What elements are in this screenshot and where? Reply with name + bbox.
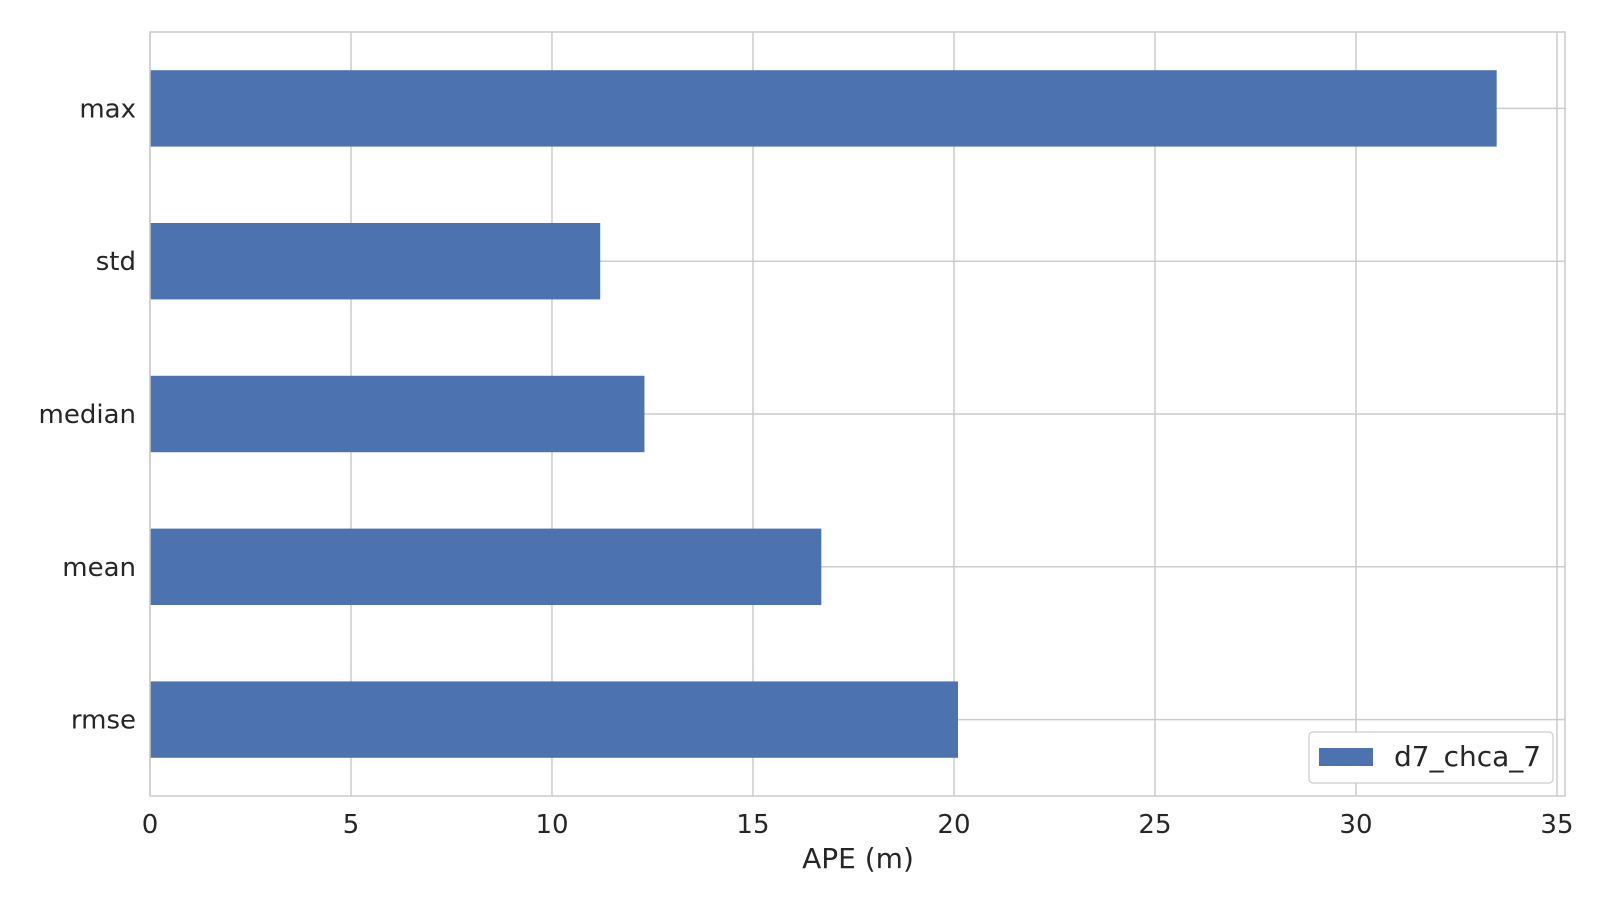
x-tick-label: 10 (535, 810, 568, 840)
x-tick-label: 5 (343, 810, 360, 840)
y-tick-labels: max std median mean rmse (39, 94, 136, 735)
x-tick-label: 0 (142, 810, 159, 840)
y-tick-label: median (39, 400, 136, 430)
x-axis-label: APE (m) (802, 842, 914, 875)
legend-swatch (1319, 748, 1373, 766)
x-tick-label: 35 (1540, 810, 1573, 840)
bar-rmse (150, 681, 958, 758)
y-tick-label: mean (62, 553, 136, 583)
bar-std (150, 223, 601, 300)
x-tick-label: 25 (1138, 810, 1171, 840)
x-tick-label: 20 (937, 810, 970, 840)
legend-box (1308, 731, 1554, 784)
y-tick-label: rmse (71, 706, 136, 736)
x-tick-label: 30 (1339, 810, 1372, 840)
y-tick-label: std (96, 247, 136, 277)
bar-mean (150, 528, 822, 605)
x-tick-label: 15 (736, 810, 769, 840)
bar-max (150, 70, 1497, 147)
legend-label: d7_chca_7 (1394, 740, 1541, 773)
bars (150, 70, 1497, 758)
x-tick-labels: 0 5 10 15 20 25 30 35 (142, 810, 1574, 840)
bar-median (150, 375, 645, 453)
y-tick-label: max (79, 94, 136, 124)
plot-frame (149, 31, 1566, 797)
legend: d7_chca_7 (1308, 731, 1554, 784)
